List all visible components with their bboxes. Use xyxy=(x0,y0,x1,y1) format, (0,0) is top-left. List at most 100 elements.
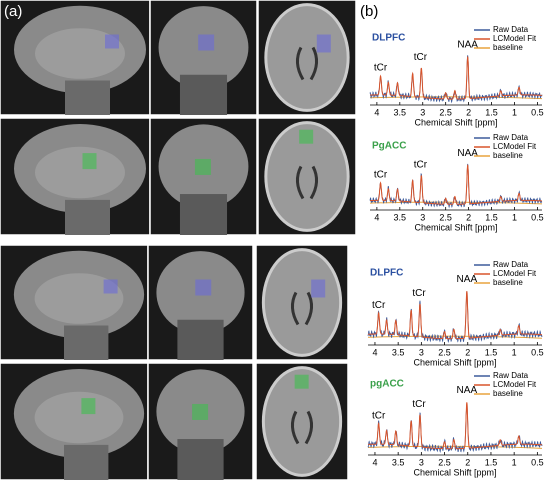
x-tick-label: 0.5 xyxy=(531,457,544,467)
legend-label: baseline xyxy=(493,389,523,398)
x-tick-label: 1.5 xyxy=(485,347,498,357)
x-tick-label: 0.5 xyxy=(531,107,544,117)
peak-label: tCr xyxy=(414,52,428,63)
neck xyxy=(64,444,109,480)
x-tick-label: 4 xyxy=(372,347,377,357)
region-label: DLPFC xyxy=(372,33,405,44)
x-tick-label: 2.5 xyxy=(439,107,452,117)
x-tick-label: 4 xyxy=(372,457,377,467)
region-label: DLPFC xyxy=(370,268,403,279)
x-tick-label: 2 xyxy=(466,212,471,222)
x-tick-label: 1 xyxy=(512,107,517,117)
peak-label: tCr xyxy=(414,160,428,171)
legend-label: baseline xyxy=(493,43,523,52)
roi xyxy=(81,398,96,415)
fit-curve xyxy=(370,56,543,100)
peak-label: tCr xyxy=(412,288,426,299)
neck xyxy=(179,74,228,115)
roi xyxy=(294,374,309,389)
x-tick-label: 1.5 xyxy=(485,212,498,222)
legend-label: baseline xyxy=(493,151,523,160)
peak-label: tCr xyxy=(372,300,386,311)
x-tick-label: 1.5 xyxy=(485,107,498,117)
peak-label: NAA xyxy=(457,40,478,51)
neck xyxy=(177,319,224,360)
legend-label: baseline xyxy=(493,278,523,287)
x-tick-label: 2.5 xyxy=(439,212,452,222)
roi xyxy=(299,129,314,144)
brain xyxy=(264,3,350,112)
brain-inner xyxy=(34,391,124,444)
brain xyxy=(261,366,343,477)
panel-label: (a) xyxy=(4,3,22,20)
ventricle xyxy=(291,291,313,326)
x-tick-label: 1.5 xyxy=(485,457,498,467)
x-tick-label: 0.5 xyxy=(531,347,544,357)
roi xyxy=(194,158,211,175)
x-axis-label: Chemical Shift [ppm] xyxy=(414,222,497,232)
roi xyxy=(192,403,209,420)
peak-label: tCr xyxy=(374,63,388,74)
legend-label: Raw Data xyxy=(493,25,529,34)
region-label: PgACC xyxy=(372,141,406,152)
x-tick-label: 3 xyxy=(419,457,424,467)
legend-label: Raw Data xyxy=(493,371,529,380)
roi xyxy=(105,34,119,49)
panel-label: (b) xyxy=(360,3,378,20)
roi xyxy=(103,279,118,294)
x-tick-label: 2.5 xyxy=(438,347,451,357)
fit-curve xyxy=(368,402,542,450)
x-axis-label: Chemical Shift [ppm] xyxy=(413,467,496,477)
ventricle xyxy=(296,165,318,200)
x-tick-label: 3 xyxy=(420,107,425,117)
x-tick-label: 1 xyxy=(512,457,517,467)
roi xyxy=(198,34,215,51)
neck xyxy=(64,325,109,360)
legend-label: LCModel Fit xyxy=(493,34,537,43)
x-tick-label: 1 xyxy=(512,347,517,357)
ventricle xyxy=(291,410,313,445)
x-tick-label: 4 xyxy=(374,212,379,222)
brain-inner xyxy=(35,28,125,79)
x-tick-label: 3 xyxy=(419,347,424,357)
legend-label: LCModel Fit xyxy=(493,380,537,389)
legend-label: Raw Data xyxy=(493,133,529,142)
x-axis-label: Chemical Shift [ppm] xyxy=(414,117,497,127)
peak-label: NAA xyxy=(457,148,478,159)
legend-label: Raw Data xyxy=(493,260,529,269)
x-tick-label: 0.5 xyxy=(531,212,544,222)
roi xyxy=(311,279,326,298)
roi xyxy=(195,279,212,296)
brain-inner xyxy=(35,146,125,199)
neck xyxy=(179,194,228,235)
x-tick-label: 3.5 xyxy=(392,457,405,467)
x-tick-label: 2 xyxy=(465,457,470,467)
x-tick-label: 2.5 xyxy=(438,457,451,467)
peak-label: NAA xyxy=(457,385,478,396)
brain-inner xyxy=(34,273,124,324)
x-tick-label: 4 xyxy=(374,107,379,117)
x-axis-label: Chemical Shift [ppm] xyxy=(413,357,496,367)
roi xyxy=(82,153,97,170)
x-tick-label: 3.5 xyxy=(392,347,405,357)
fit-curve xyxy=(370,164,542,205)
neck xyxy=(65,199,110,235)
x-tick-label: 3.5 xyxy=(394,212,407,222)
region-label: pgACC xyxy=(370,379,404,390)
peak-label: tCr xyxy=(412,399,426,410)
fit-curve xyxy=(368,291,542,340)
x-tick-label: 3.5 xyxy=(394,107,407,117)
peak-label: tCr xyxy=(372,410,386,421)
x-tick-label: 2 xyxy=(466,107,471,117)
neck xyxy=(65,80,110,115)
x-tick-label: 2 xyxy=(465,347,470,357)
legend-label: LCModel Fit xyxy=(493,142,537,151)
neck xyxy=(177,439,224,480)
peak-label: NAA xyxy=(457,274,478,285)
brain xyxy=(261,248,343,357)
legend-label: LCModel Fit xyxy=(493,269,537,278)
ventricle xyxy=(296,46,318,81)
x-tick-label: 1 xyxy=(512,212,517,222)
brain xyxy=(264,121,350,232)
